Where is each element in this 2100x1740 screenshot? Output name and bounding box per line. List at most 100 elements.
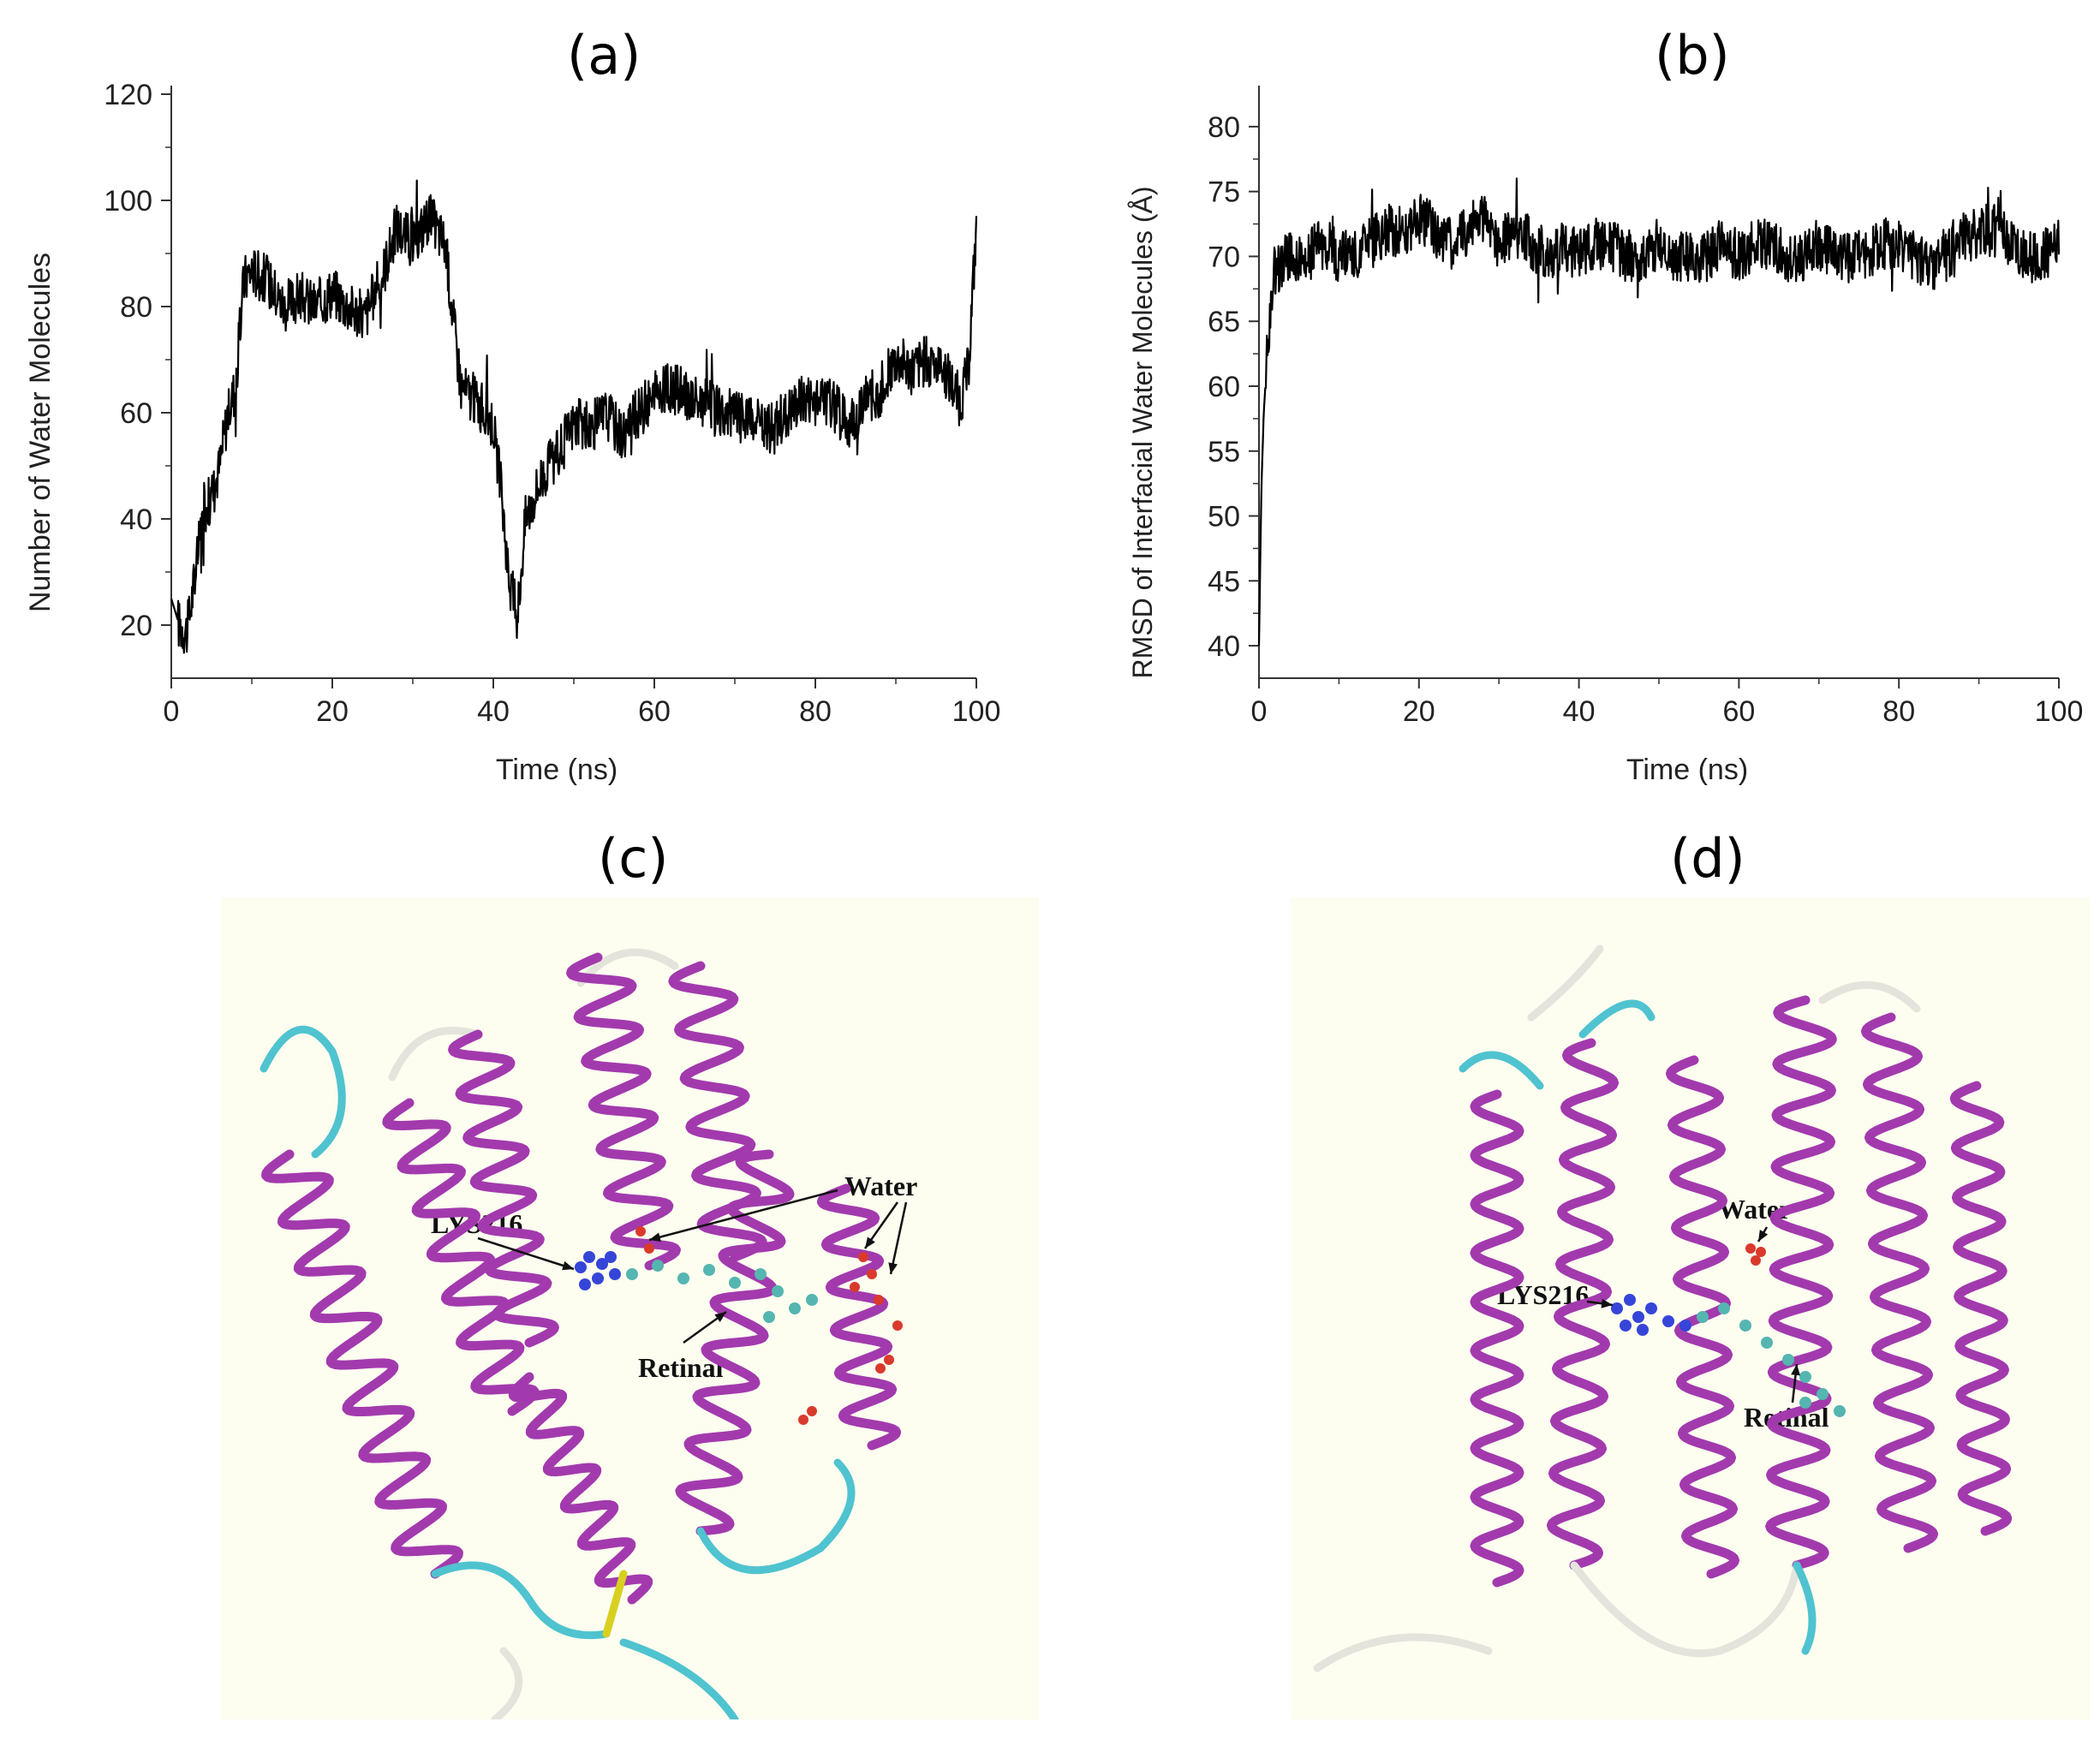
- chart-b-y-tick-label: 50: [1208, 501, 1240, 533]
- mol-d-retinal-atom: [1834, 1405, 1846, 1417]
- mol-c-retinal-atom: [806, 1294, 818, 1306]
- mol-c-lysine-atom: [609, 1268, 621, 1280]
- mol-c-lysine-atom: [579, 1278, 591, 1290]
- chart-b-y-tick-label: 40: [1208, 630, 1240, 663]
- mol-c-arrow-water-2-head: [865, 1236, 875, 1248]
- mol-c-coil-bottom: [491, 1647, 523, 1719]
- mol-c-lysine-atom: [605, 1251, 617, 1263]
- chart-b-x-tick-label: 60: [1722, 695, 1755, 728]
- chart-b-y-tick-label: 45: [1208, 565, 1240, 598]
- mol-c-water-atom: [644, 1243, 654, 1254]
- mol-c-water-atom: [807, 1406, 817, 1416]
- chart-a-x-tick-label: 0: [164, 695, 180, 728]
- mol-c-retinal-atom: [626, 1268, 638, 1280]
- mol-d-water-atom: [1745, 1243, 1756, 1254]
- mol-c-retinal-atom: [755, 1268, 767, 1280]
- mol-d-turn-top: [1578, 999, 1656, 1039]
- chart-b-x-tick-label: 0: [1251, 695, 1268, 728]
- molecule-view-d: [1292, 897, 2090, 1719]
- mol-c-lysine-atom: [596, 1258, 608, 1270]
- mol-c-water-atom: [884, 1355, 894, 1365]
- mol-c-retinal-atom: [652, 1260, 664, 1272]
- mol-d-retinal-atom: [1817, 1388, 1829, 1400]
- panel-label-b: (b): [1655, 24, 1730, 86]
- molecule-d-svg: LYS216 Water Retinal: [1313, 944, 2013, 1672]
- mol-c-retinal-atom: [677, 1272, 689, 1284]
- mol-c-turn-bottom-right: [619, 1638, 739, 1719]
- chart-a-series-line: [170, 179, 978, 654]
- mol-c-water-atom: [867, 1269, 877, 1279]
- chart-b-y-tick-label: 80: [1208, 111, 1240, 144]
- mol-c-lysine-atom: [575, 1261, 587, 1273]
- chart-a-y-axis-label: Number of Water Molecules: [24, 253, 57, 612]
- mol-d-coil-top-right: [1818, 980, 1921, 1013]
- chart-a-y-tick-label: 20: [120, 610, 152, 642]
- chart-b-y-tick-label: 60: [1208, 371, 1240, 403]
- chart-a-y-tick-label: 100: [104, 185, 152, 218]
- mol-d-coil-left: [1313, 1633, 1493, 1672]
- chart-a-x-tick-label: 20: [316, 695, 349, 728]
- mol-c-retinal-atom: [772, 1285, 784, 1297]
- mol-c-helix-4: [566, 952, 681, 1271]
- mol-c-arrow-lys: [477, 1236, 575, 1271]
- mol-c-helix-2: [382, 1098, 540, 1416]
- mol-d-arrow-lys-head: [1601, 1298, 1613, 1308]
- mol-c-retinal-atom: [763, 1311, 775, 1323]
- mol-c-arrow-water-3: [889, 1201, 908, 1275]
- mol-d-helix-4: [1765, 995, 1837, 1570]
- mol-c-helix-7: [816, 1183, 902, 1451]
- molecule-c-svg: LYS216 Water Retinal: [260, 948, 917, 1719]
- mol-c-label-water: Water: [844, 1171, 917, 1201]
- mol-c-helix-6: [675, 1149, 795, 1536]
- panel-label-d: (d): [1670, 827, 1745, 890]
- mol-c-coil-top-left: [388, 1027, 482, 1082]
- chart-b-rmsd: RMSD of Interfacial Water Molecules (Å) …: [1127, 86, 2084, 786]
- mol-d-lysine-atom: [1637, 1324, 1649, 1336]
- panel-label-a: (a): [567, 24, 641, 86]
- mol-c-retinal-atom: [789, 1302, 801, 1314]
- panel-label-c: (c): [598, 827, 669, 890]
- mol-d-lysine-atom: [1624, 1294, 1636, 1306]
- mol-d-retinal-atom: [1799, 1397, 1811, 1409]
- chart-b-x-tick-label: 100: [2035, 695, 2084, 728]
- mol-c-arrow-water-1: [648, 1189, 838, 1242]
- mol-d-retinal-atom: [1718, 1302, 1730, 1314]
- mol-d-helix-1: [1470, 1089, 1524, 1588]
- mol-c-turn-left: [260, 1025, 346, 1159]
- mol-c-water-atom: [892, 1320, 903, 1331]
- chart-b-y-tick-label: 65: [1208, 306, 1240, 338]
- mol-d-helix-6: [1949, 1081, 2013, 1536]
- chart-a-y-tick-label: 120: [104, 79, 152, 111]
- chart-a-x-tick-label: 100: [952, 695, 1001, 728]
- chart-a-x-tick-label: 80: [799, 695, 832, 728]
- mol-c-lysine-atom: [592, 1272, 604, 1284]
- mol-c-lysine-atom: [583, 1251, 595, 1263]
- mol-c-retinal-atom: [729, 1277, 741, 1289]
- mol-d-lysine-atom: [1611, 1302, 1623, 1314]
- chart-b-x-tick-label: 20: [1403, 695, 1435, 728]
- chart-a-y-tick-label: 80: [120, 291, 152, 324]
- mol-d-lysine-atom: [1679, 1320, 1691, 1332]
- mol-d-retinal-atom: [1782, 1354, 1794, 1366]
- mol-c-water-atom: [875, 1363, 886, 1374]
- chart-b-y-tick-label: 70: [1208, 241, 1240, 273]
- mol-d-turn-top-left: [1459, 1051, 1544, 1090]
- mol-c-arrow-water-3-head: [888, 1262, 898, 1274]
- mol-c-arrow-water-1-head: [649, 1232, 661, 1242]
- mol-d-lysine-atom: [1662, 1315, 1674, 1327]
- mol-c-water-atom: [798, 1415, 808, 1425]
- mol-c-bridge: [602, 1570, 628, 1638]
- mol-d-water-atom: [1751, 1255, 1761, 1266]
- mol-d-retinal-atom: [1799, 1371, 1811, 1383]
- mol-d-arrow-retinal-head: [1791, 1364, 1800, 1376]
- chart-b-x-axis-label: Time (ns): [1626, 754, 1748, 786]
- mol-c-helix-8: [508, 1372, 653, 1605]
- mol-d-retinal-atom: [1697, 1311, 1709, 1323]
- mol-c-water-atom: [874, 1295, 884, 1305]
- chart-a-y-tick-label: 60: [120, 397, 152, 430]
- mol-c-retinal-atom: [703, 1264, 715, 1276]
- mol-d-turn-bottom: [1793, 1561, 1817, 1655]
- mol-d-retinal-atom: [1761, 1337, 1773, 1349]
- chart-a-x-tick-label: 60: [638, 695, 671, 728]
- mol-d-lysine-atom: [1620, 1320, 1632, 1332]
